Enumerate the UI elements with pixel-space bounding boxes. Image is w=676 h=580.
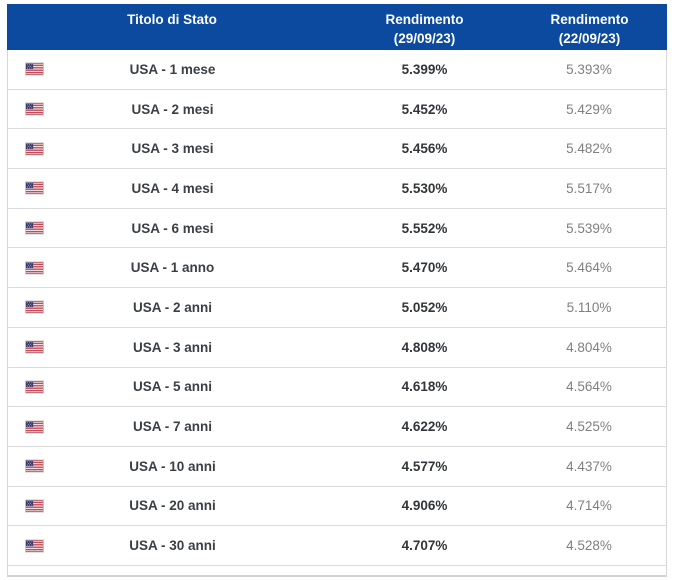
yield-current-value: 5.552% bbox=[401, 220, 448, 236]
column-header-yield-current-label: Rendimento bbox=[385, 12, 464, 27]
yield-previous-value: 5.429% bbox=[566, 101, 612, 117]
table-row: USA - 6 mesi 5.552% 5.539% bbox=[8, 208, 666, 249]
yield-current-value: 4.577% bbox=[401, 458, 448, 474]
bond-title-cell: USA - 2 mesi bbox=[8, 102, 337, 117]
bond-title[interactable]: USA - 1 mese bbox=[129, 61, 216, 77]
yield-previous-value: 5.517% bbox=[566, 180, 612, 196]
yield-previous-value: 5.464% bbox=[566, 260, 612, 276]
bond-title[interactable]: USA - 3 anni bbox=[132, 339, 212, 355]
yield-previous-value: 5.539% bbox=[566, 220, 612, 236]
column-header-yield-previous-label: Rendimento bbox=[550, 12, 629, 27]
column-header-yield-current: Rendimento (29/09/23) bbox=[337, 4, 512, 50]
table-row: USA - 2 anni 5.052% 5.110% bbox=[8, 288, 666, 328]
us-flag-icon bbox=[25, 499, 44, 513]
yield-previous-value: 4.528% bbox=[566, 538, 612, 554]
government-bonds-table: Titolo di Stato Rendimento (29/09/23) Re… bbox=[7, 4, 667, 577]
bond-title-cell: USA - 3 mesi bbox=[8, 141, 337, 156]
bond-title[interactable]: USA - 2 anni bbox=[132, 299, 212, 315]
table-row: USA - 10 anni 4.577% 4.437% bbox=[8, 446, 666, 487]
yield-current-value: 5.470% bbox=[401, 260, 448, 276]
column-header-yield-previous-date: (22/09/23) bbox=[558, 31, 621, 46]
yield-current-value: 5.530% bbox=[401, 180, 448, 196]
column-header-yield-current-date: (29/09/23) bbox=[393, 31, 456, 46]
bond-title[interactable]: USA - 5 anni bbox=[132, 379, 212, 395]
bond-title-cell: USA - 1 mese bbox=[8, 62, 337, 77]
column-header-yield-previous: Rendimento (22/09/23) bbox=[512, 4, 667, 50]
table-row: USA - 30 anni 4.707% 4.528% bbox=[8, 526, 666, 566]
bond-title[interactable]: USA - 20 anni bbox=[129, 498, 216, 514]
yield-previous-value: 4.804% bbox=[566, 339, 612, 355]
yield-current-value: 4.808% bbox=[401, 339, 448, 355]
bond-title-cell: USA - 20 anni bbox=[8, 498, 337, 513]
bond-title[interactable]: USA - 4 mesi bbox=[131, 180, 214, 196]
bond-title-cell: USA - 4 mesi bbox=[8, 181, 337, 196]
us-flag-icon bbox=[25, 142, 44, 156]
yield-current-value: 5.456% bbox=[401, 141, 448, 157]
bond-title[interactable]: USA - 2 mesi bbox=[131, 101, 214, 117]
table-row: USA - 1 mese 5.399% 5.393% bbox=[8, 50, 666, 90]
table-row: USA - 2 mesi 5.452% 5.429% bbox=[8, 89, 666, 130]
table-row: USA - 20 anni 4.906% 4.714% bbox=[8, 486, 666, 527]
bond-title[interactable]: USA - 30 anni bbox=[129, 538, 216, 554]
us-flag-icon bbox=[25, 62, 44, 76]
us-flag-icon bbox=[25, 300, 44, 314]
us-flag-icon bbox=[25, 459, 44, 473]
bond-title-cell: USA - 2 anni bbox=[8, 300, 337, 315]
yield-current-value: 5.052% bbox=[401, 299, 448, 315]
table-row: USA - 3 anni 4.808% 4.804% bbox=[8, 327, 666, 368]
yield-previous-value: 4.714% bbox=[566, 498, 612, 514]
table-row: USA - 3 mesi 5.456% 5.482% bbox=[8, 129, 666, 170]
table-header-row: Titolo di Stato Rendimento (29/09/23) Re… bbox=[7, 4, 667, 50]
bond-title-cell: USA - 10 anni bbox=[8, 459, 337, 474]
us-flag-icon bbox=[25, 420, 44, 434]
yield-current-value: 4.618% bbox=[401, 379, 448, 395]
yield-current-value: 4.707% bbox=[401, 538, 448, 554]
yield-previous-value: 4.564% bbox=[566, 379, 612, 395]
yield-previous-value: 5.393% bbox=[566, 61, 612, 77]
table-row: USA - 5 anni 4.618% 4.564% bbox=[8, 367, 666, 408]
bond-title-cell: USA - 30 anni bbox=[8, 538, 337, 553]
table-row: USA - 1 anno 5.470% 5.464% bbox=[8, 248, 666, 289]
us-flag-icon bbox=[25, 380, 44, 394]
table-body: USA - 1 mese 5.399% 5.393% bbox=[7, 50, 667, 577]
bond-title-cell: USA - 1 anno bbox=[8, 260, 337, 275]
yield-current-value: 5.452% bbox=[401, 101, 448, 117]
bond-title-cell: USA - 7 anni bbox=[8, 419, 337, 434]
yield-previous-value: 5.482% bbox=[566, 141, 612, 157]
bond-title[interactable]: USA - 6 mesi bbox=[131, 220, 214, 236]
us-flag-icon bbox=[25, 261, 44, 275]
yield-current-value: 4.622% bbox=[401, 419, 448, 435]
yield-current-value: 5.399% bbox=[401, 61, 448, 77]
us-flag-icon bbox=[25, 181, 44, 195]
bond-title[interactable]: USA - 10 anni bbox=[129, 458, 216, 474]
yield-previous-value: 5.110% bbox=[566, 299, 612, 315]
yield-previous-value: 4.525% bbox=[566, 419, 612, 435]
table-row: USA - 7 anni 4.622% 4.525% bbox=[8, 407, 666, 447]
us-flag-icon bbox=[25, 102, 44, 116]
bond-title-cell: USA - 6 mesi bbox=[8, 221, 337, 236]
bond-title[interactable]: USA - 3 mesi bbox=[131, 141, 214, 157]
column-header-title-label: Titolo di Stato bbox=[127, 12, 217, 27]
bond-title-cell: USA - 5 anni bbox=[8, 379, 337, 394]
us-flag-icon bbox=[25, 221, 44, 235]
us-flag-icon bbox=[25, 340, 44, 354]
yield-previous-value: 4.437% bbox=[566, 458, 612, 474]
column-header-title: Titolo di Stato bbox=[7, 4, 337, 50]
bond-title[interactable]: USA - 1 anno bbox=[130, 260, 215, 276]
bond-title[interactable]: USA - 7 anni bbox=[132, 419, 212, 435]
bond-title-cell: USA - 3 anni bbox=[8, 340, 337, 355]
yield-current-value: 4.906% bbox=[401, 498, 448, 514]
table-row: USA - 4 mesi 5.530% 5.517% bbox=[8, 169, 666, 209]
us-flag-icon bbox=[25, 539, 44, 553]
